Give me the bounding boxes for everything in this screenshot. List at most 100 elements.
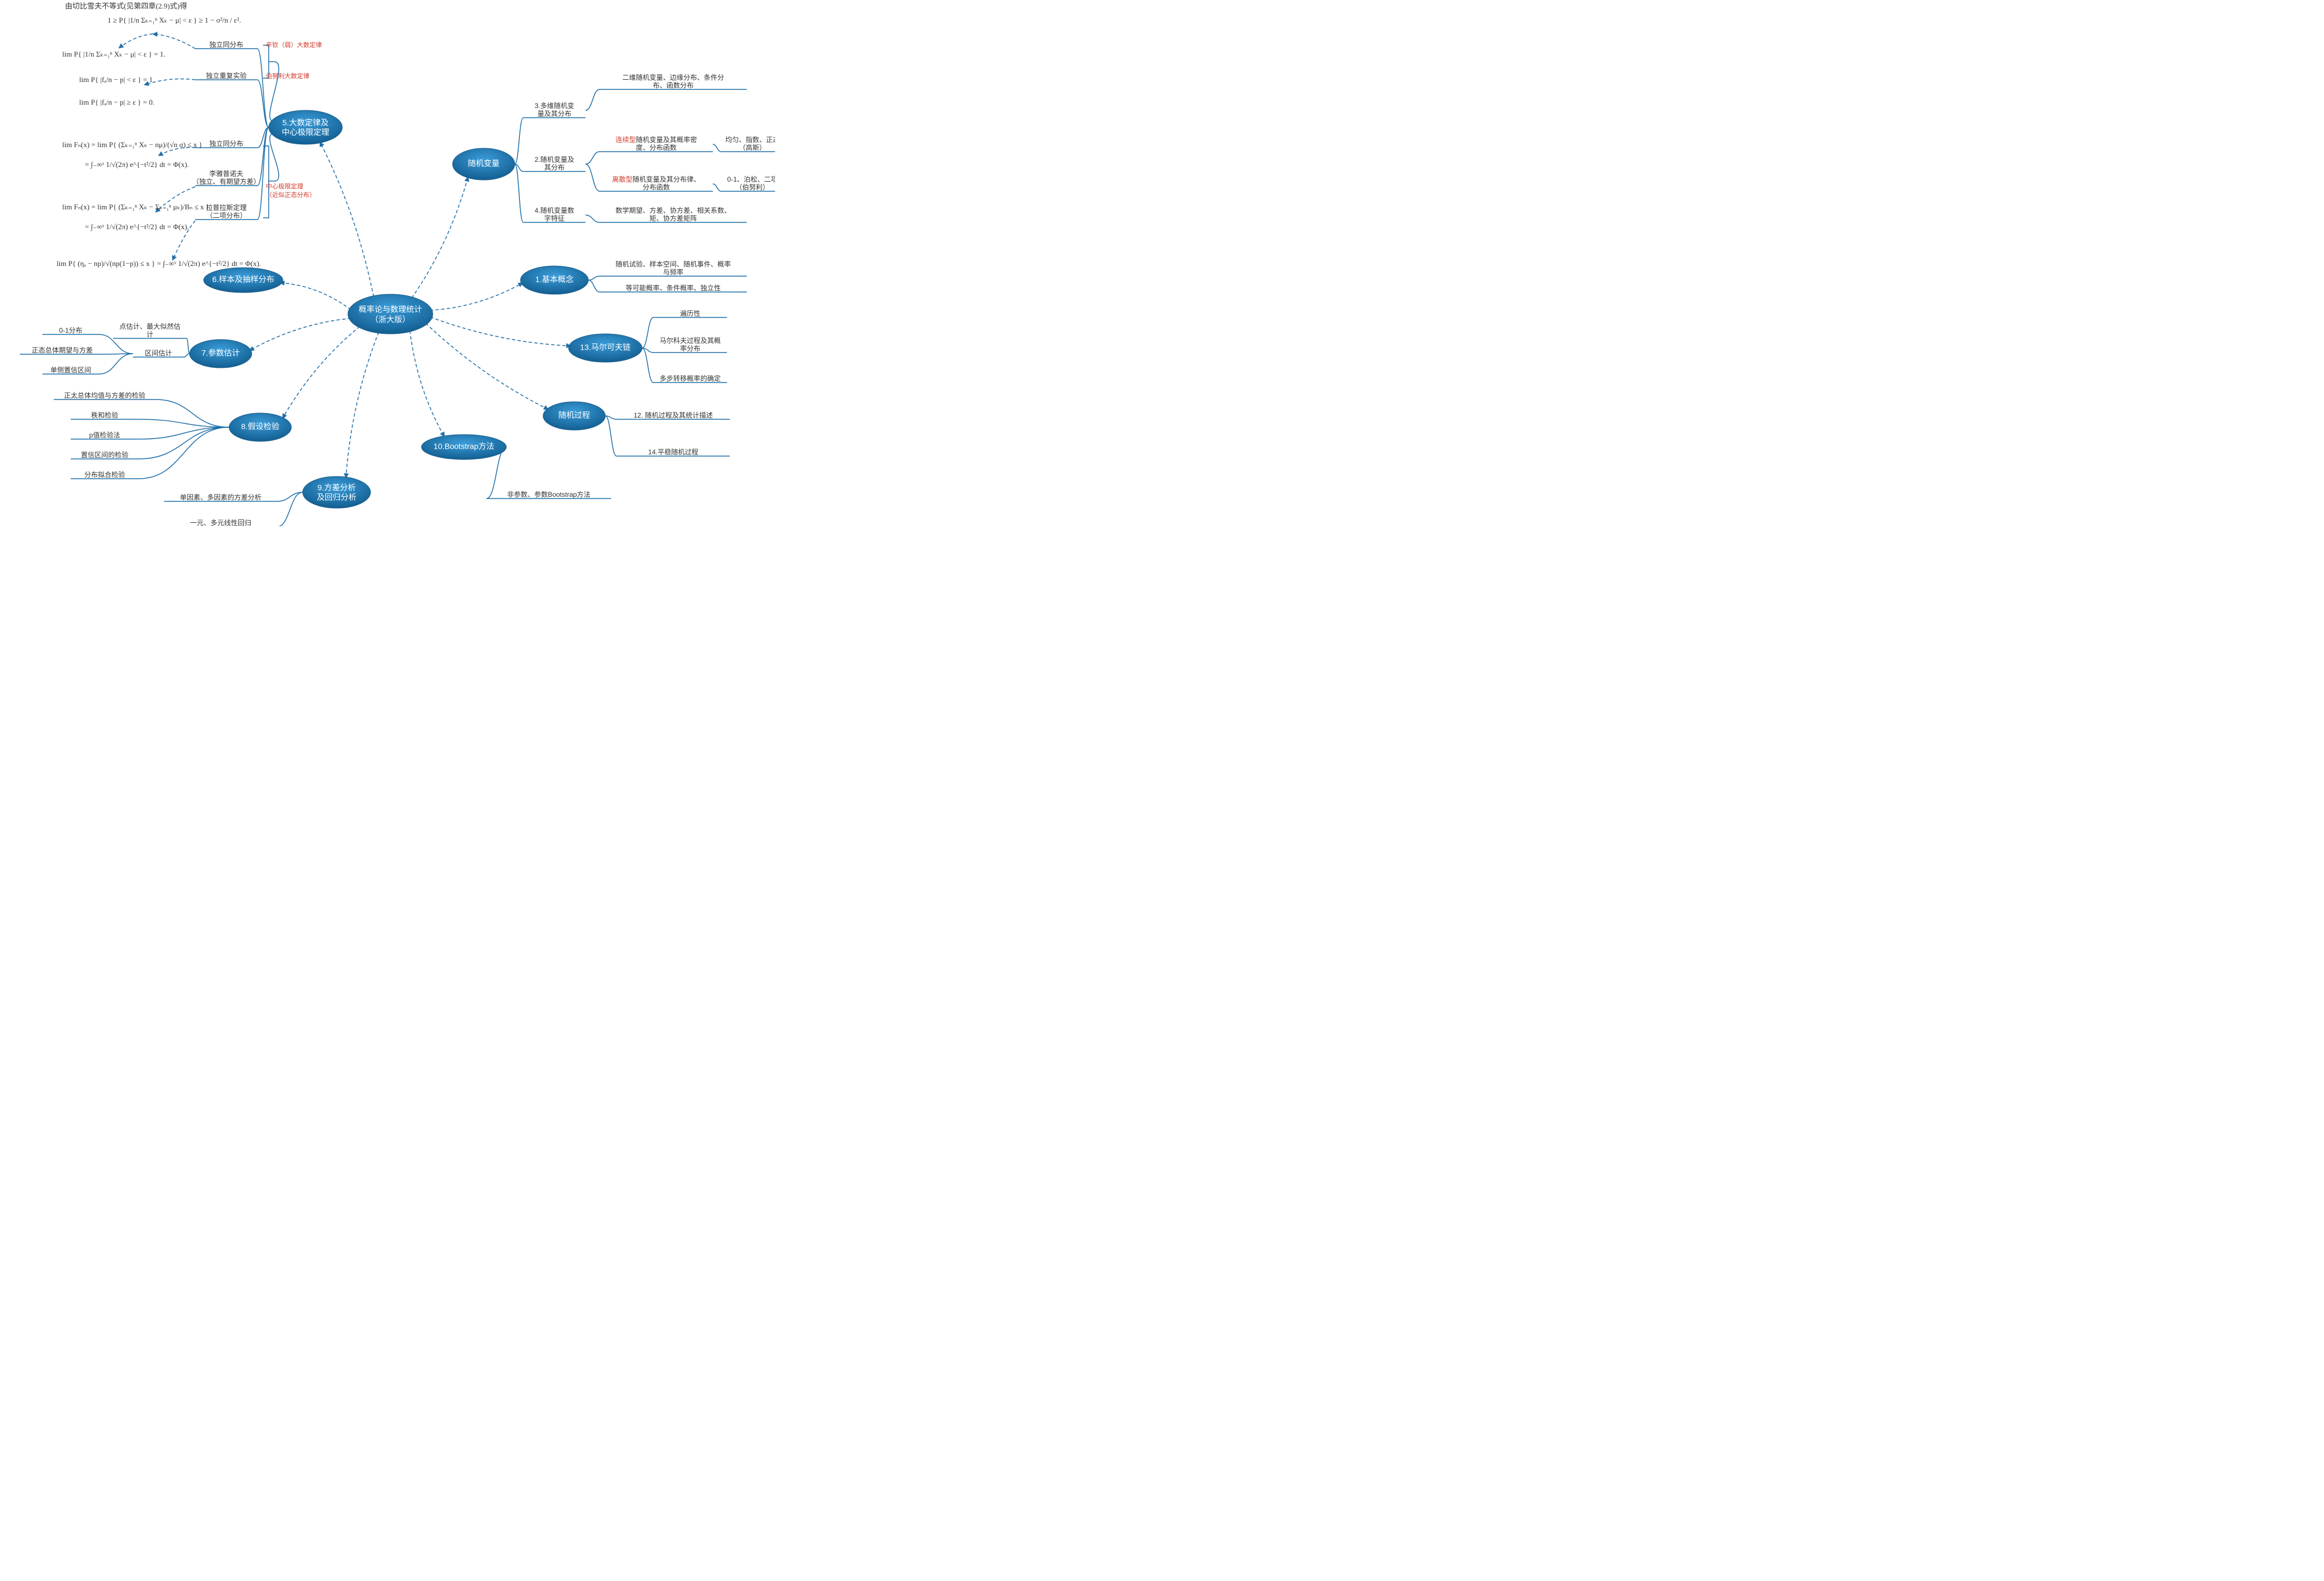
chapter-label-c5a-2: 中心极限定理 (282, 128, 329, 137)
leaf-text-14-0: 12. 随机过程及其统计描述 (634, 411, 713, 419)
formula-5: lim Fₙ(x) = lim P{ (Σₖ₌₁ⁿ Xₖ − nμ)/(√n σ… (62, 140, 203, 149)
leaf-conn-1 (588, 280, 600, 292)
leaf-conn-9 (713, 184, 721, 191)
edge-center-c7 (249, 319, 351, 351)
leaf-text-10-1: 矩、协方差矩阵 (649, 214, 697, 222)
chapter-label-rp: 随机过程 (558, 411, 590, 420)
leaf-text-33-1: （二项分布） (206, 212, 247, 220)
leaf-text-4-0: 4.随机变量数 (535, 206, 574, 214)
leaf-text-7-0: 离散型随机变量及其分布律、 (612, 175, 700, 183)
leaf-text-18-0: 一元、多元线性回归 (190, 519, 251, 526)
leaf-text-5-0: 二维随机变量、边缘分布、条件分 (622, 73, 724, 81)
formula-8: = ∫₋∞ˣ 1/√(2π) e^{−t²/2} dt = Φ(x). (85, 222, 189, 231)
leaf-text-17-0: 单因素、多因素的方差分析 (180, 493, 261, 501)
edge-center-c9a (346, 332, 378, 478)
formula-0: 由切比雪夫不等式(见第四章(2.9)式)得 (65, 2, 187, 10)
formula-2: lim P{ |1/n Σₖ₌₁ⁿ Xₖ − μ| < ε } = 1. (62, 50, 165, 58)
leaf-conn-18 (277, 492, 303, 526)
edge-center-c8 (282, 326, 360, 419)
leaf-text-24-0: 点估计、最大似然估 (119, 322, 180, 330)
leaf-text-0-0: 随机试验、样本空间、随机事件、概率 (616, 260, 731, 268)
c5-upper-link (270, 62, 279, 121)
leaf-text-2-0: 3.多维随机变 (535, 101, 574, 110)
formula-6: = ∫₋∞ˣ 1/√(2π) e^{−t²/2} dt = Φ(x). (85, 160, 189, 169)
edge-center-c5a (320, 142, 374, 297)
edge-center-c6 (280, 283, 351, 310)
leaf-text-25-0: 区间估计 (145, 349, 172, 357)
chapter-label-c5a-1: 5.大数定律及 (282, 118, 329, 127)
center-node (348, 294, 433, 334)
chapter-label-c8: 8.假设检验 (241, 422, 279, 431)
leaf-conn-33 (257, 127, 269, 220)
leaf-text-2-1: 量及其分布 (537, 110, 571, 118)
leaf-text-24-1: 计 (147, 330, 153, 338)
leaf-conn-0 (588, 276, 600, 280)
leaf-text-9-1: （伯努利） (735, 183, 769, 191)
edge-center-c10 (410, 330, 444, 437)
edge-center-rv (412, 177, 468, 298)
leaf-text-32-0: 李雅普诺夫 (209, 169, 243, 178)
leaf-text-15-0: 14.平稳随机过程 (648, 448, 699, 456)
leaf-text-3-1: 其分布 (544, 164, 565, 171)
leaf-text-22-0: 置信区间的检验 (81, 450, 128, 459)
chapter-label-c6: 6.样本及抽样分布 (212, 275, 274, 284)
leaf-text-12-1: 率分布 (680, 344, 700, 353)
formula-7: lim Fₙ(x) = lim P{ (Σₖ₌₁ⁿ Xₖ − Σₖ₌₁ⁿ μₖ)… (62, 203, 209, 211)
edge-center-c13 (430, 317, 571, 346)
leaf-conn-29 (257, 49, 269, 127)
formula-3: lim P{ |fₐ/n − p| < ε } = 1 (79, 75, 153, 84)
leaf-conn-24 (187, 338, 190, 354)
edge-center-rp (425, 323, 548, 409)
leaf-text-23-0: 分布拟合检验 (84, 470, 125, 479)
leaf-conn-10 (586, 215, 600, 222)
leaf-text-21-0: p值检验法 (89, 431, 120, 439)
leaf-conn-2 (515, 118, 523, 164)
leaf-text-4-1: 字特征 (544, 214, 565, 222)
leaf-text-0-1: 与频率 (663, 268, 683, 276)
leaf-conn-28 (99, 354, 133, 374)
center-label-1: 概率论与数理统计 (359, 305, 422, 314)
leaf-conn-23 (139, 427, 229, 479)
formula-arrow-1 (119, 34, 153, 48)
edge-center-c1 (430, 283, 523, 310)
leaf-text-16-0: 非参数、参数Bootstrap方法 (507, 490, 590, 499)
leaf-conn-4 (515, 164, 523, 222)
leaf-conn-8 (713, 144, 721, 152)
chapter-label-c13: 13.马尔可夫链 (580, 343, 630, 352)
leaf-text-28-0: 单侧置信区间 (50, 366, 91, 374)
formula-9: lim P{ (ηₐ − np)/√(np(1−p)) ≤ x } = ∫₋∞ˣ… (57, 259, 261, 268)
leaf-text-19-0: 正太总体均值与方差的检验 (64, 391, 145, 399)
leaf-conn-19 (156, 399, 229, 427)
annotation-2: 中心极限定理 (266, 182, 303, 190)
leaf-text-9-0: 0-1、泊松、二项 (727, 175, 775, 183)
leaf-text-29-0: 独立同分布 (209, 40, 243, 49)
formula-1: 1 ≥ P{ |1/n Σₖ₌₁ⁿ Xₖ − μ| < ε } ≥ 1 − σ²… (107, 16, 241, 24)
leaf-text-26-0: 0-1分布 (59, 326, 82, 334)
leaf-text-3-0: 2.随机变量及 (535, 155, 574, 164)
leaf-conn-25 (184, 354, 190, 357)
leaf-conn-22 (139, 427, 229, 459)
leaf-text-33-0: 拉普拉斯定理 (206, 203, 247, 212)
leaf-text-27-0: 正态总体期望与方差 (32, 346, 93, 354)
leaf-text-8-1: （高斯） (739, 143, 766, 152)
c5-lower-link (270, 134, 279, 181)
leaf-text-11-0: 遍历性 (680, 310, 700, 317)
chapter-label-rv: 随机变量 (468, 159, 500, 168)
formula-arrow-0 (153, 34, 195, 49)
leaf-text-10-0: 数学期望、方差、协方差、相关系数、 (616, 206, 731, 214)
leaf-text-7-1: 分布函数 (643, 183, 670, 191)
annotation-3: （近似正态分布） (266, 191, 316, 199)
leaf-conn-5 (586, 89, 600, 110)
annotation-1: 伯努利大数定律 (266, 72, 309, 80)
formula-4: lim P{ |fₐ/n − p| ≥ ε } = 0. (79, 98, 154, 106)
leaf-text-1-0: 等可能概率、条件概率、独立性 (626, 283, 721, 292)
leaf-conn-13 (642, 348, 653, 383)
leaf-text-31-0: 独立同分布 (209, 139, 243, 148)
leaf-conn-6 (586, 152, 600, 164)
leaf-text-13-0: 多步转移概率的确定 (660, 374, 721, 383)
chapter-label-c10: 10.Bootstrap方法 (433, 442, 494, 451)
leaf-text-30-0: 独立重复实验 (206, 71, 247, 80)
leaf-text-12-0: 马尔科夫过程及其概 (660, 336, 721, 345)
center-label-2: （浙大版） (371, 315, 410, 324)
leaf-text-32-1: （独立、有期望方差） (192, 177, 260, 186)
